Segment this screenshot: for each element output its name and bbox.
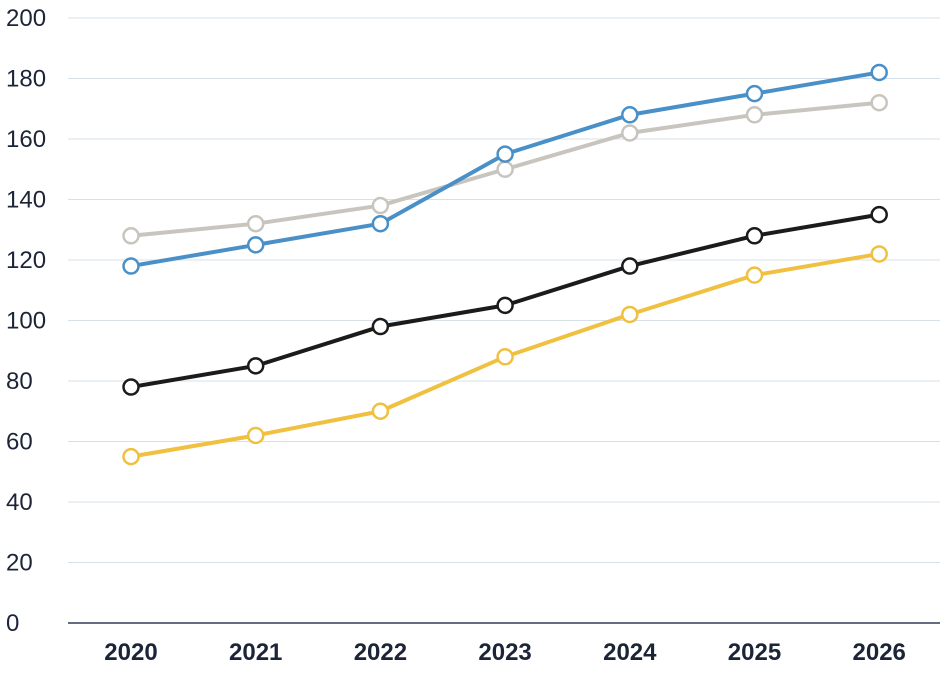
- y-tick-label: 0: [6, 610, 19, 637]
- data-point: [870, 93, 888, 112]
- data-point: [371, 214, 390, 233]
- data-point: [371, 196, 390, 215]
- data-point: [621, 106, 639, 124]
- y-tick-label: 120: [6, 247, 46, 274]
- x-tick-label: 2021: [229, 639, 282, 666]
- x-tick-label: 2026: [853, 639, 906, 666]
- y-tick-label: 60: [6, 429, 33, 456]
- data-point: [496, 145, 514, 163]
- data-point: [621, 257, 639, 275]
- data-point: [621, 305, 639, 324]
- series-group: [122, 205, 888, 396]
- data-point: [745, 106, 764, 124]
- x-tick-label: 2022: [354, 639, 407, 666]
- y-tick-label: 140: [6, 187, 46, 214]
- data-point: [122, 257, 140, 275]
- x-tick-label: 2025: [728, 639, 781, 666]
- series-lines: [122, 63, 888, 466]
- data-point: [745, 266, 764, 284]
- data-point: [870, 205, 888, 224]
- data-point: [246, 236, 265, 254]
- data-point: [496, 348, 514, 366]
- data-point: [122, 378, 140, 396]
- data-point: [870, 245, 888, 263]
- data-point: [745, 84, 764, 103]
- data-point: [246, 357, 265, 375]
- data-point: [621, 124, 639, 142]
- data-point: [246, 214, 265, 233]
- x-tick-label: 2024: [603, 639, 657, 666]
- data-point: [870, 63, 888, 82]
- data-point: [745, 227, 764, 245]
- data-point: [122, 227, 140, 245]
- data-point: [496, 296, 514, 315]
- y-tick-label: 200: [6, 5, 46, 32]
- y-tick-label: 20: [6, 550, 33, 577]
- data-point: [371, 317, 390, 336]
- series-group: [122, 245, 888, 466]
- y-tick-label: 160: [6, 126, 46, 153]
- x-axis-tick-labels: 2020 2021 2022 2023 2024 2025 2026: [104, 639, 906, 666]
- data-point: [246, 426, 265, 445]
- series-group: [122, 93, 888, 245]
- y-tick-label: 100: [6, 308, 46, 335]
- y-tick-label: 80: [6, 368, 33, 395]
- y-tick-label: 180: [6, 66, 46, 93]
- data-point: [122, 447, 140, 466]
- x-tick-label: 2023: [478, 639, 531, 666]
- y-tick-label: 40: [6, 489, 33, 516]
- data-point: [371, 402, 390, 420]
- y-axis-tick-labels: 0 20 40 60 80 100 120 140 160 180 200: [6, 5, 46, 637]
- gridlines: [68, 17, 940, 563]
- series-group: [122, 63, 888, 275]
- x-tick-label: 2020: [104, 639, 157, 666]
- data-point: [496, 160, 514, 178]
